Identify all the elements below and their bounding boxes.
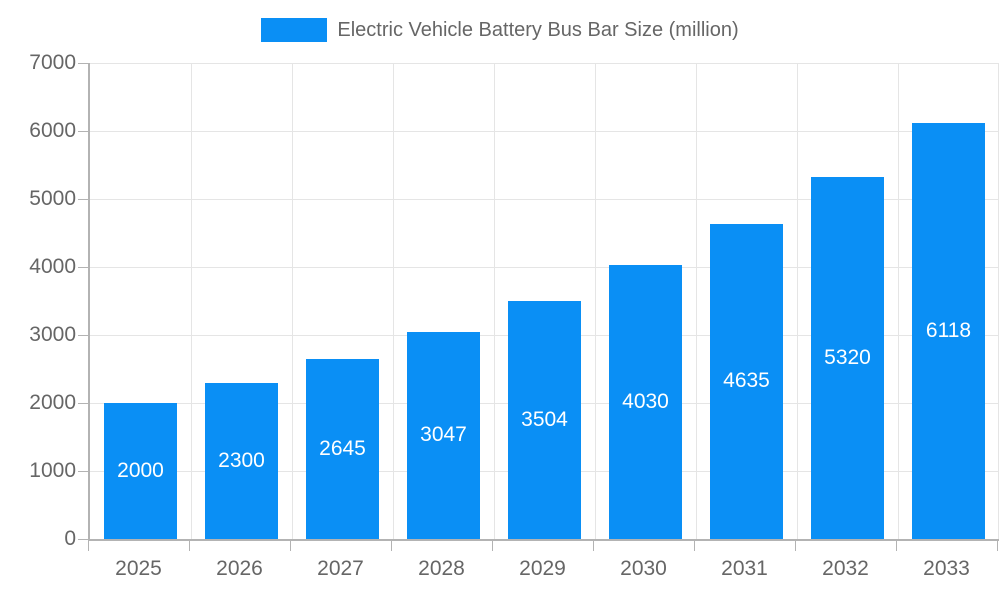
y-axis-tick <box>78 335 88 336</box>
bar-2028: 3047 <box>407 331 480 539</box>
y-axis-tick <box>78 199 88 200</box>
x-axis-tick-label: 2028 <box>418 557 465 580</box>
y-axis-tick-label: 4000 <box>29 255 76 278</box>
bar-value-label: 3047 <box>420 423 467 447</box>
x-axis-tick <box>795 541 796 551</box>
x-axis-tick-label: 2025 <box>115 557 162 580</box>
bar-2025: 2000 <box>104 403 177 539</box>
bar-value-label: 2300 <box>218 448 265 472</box>
bar-value-label: 4635 <box>723 369 770 393</box>
bar-2029: 3504 <box>508 300 581 539</box>
gridline-vertical <box>696 63 697 539</box>
y-axis-tick <box>78 131 88 132</box>
x-axis-tick <box>694 541 695 551</box>
x-axis-tick-label: 2031 <box>721 557 768 580</box>
x-axis-tick <box>88 541 89 551</box>
gridline-vertical <box>292 63 293 539</box>
y-axis-tick-label: 2000 <box>29 391 76 414</box>
y-axis-tick <box>78 403 88 404</box>
bar-2031: 4635 <box>710 223 783 539</box>
bar-value-label: 3504 <box>521 407 568 431</box>
y-axis-tick-label: 0 <box>64 527 76 550</box>
x-axis-tick <box>593 541 594 551</box>
gridline-vertical <box>494 63 495 539</box>
y-axis-tick-label: 3000 <box>29 323 76 346</box>
y-axis-tick <box>78 63 88 64</box>
gridline-vertical <box>898 63 899 539</box>
bar-2027: 2645 <box>306 359 379 539</box>
bar-value-label: 6118 <box>925 318 972 342</box>
gridline-horizontal <box>90 131 999 132</box>
chart-legend[interactable]: Electric Vehicle Battery Bus Bar Size (m… <box>0 18 1000 42</box>
y-axis-tick <box>78 539 88 540</box>
y-axis-tick <box>78 471 88 472</box>
gridline-vertical <box>797 63 798 539</box>
gridline-vertical <box>998 63 999 539</box>
gridline-vertical <box>595 63 596 539</box>
y-axis-tick-label: 6000 <box>29 119 76 142</box>
x-axis-tick-label: 2033 <box>923 557 970 580</box>
bar-value-label: 4030 <box>622 389 669 413</box>
bar-2032: 5320 <box>811 177 884 539</box>
legend-swatch <box>261 18 328 42</box>
y-axis-tick-label: 1000 <box>29 459 76 482</box>
bar-2026: 2300 <box>205 382 278 539</box>
legend-label: Electric Vehicle Battery Bus Bar Size (m… <box>337 18 739 41</box>
plot-area: 2000 2300 2645 3047 3504 4030 4635 5320 6118 <box>88 63 999 541</box>
gridline-horizontal <box>90 267 999 268</box>
bar-value-label: 2000 <box>117 459 164 482</box>
gridline-vertical <box>191 63 192 539</box>
x-axis-tick <box>189 541 190 551</box>
y-axis-tick-label: 5000 <box>29 187 76 210</box>
gridline-horizontal <box>90 63 999 64</box>
x-axis-tick-label: 2032 <box>822 557 869 580</box>
x-axis-tick-label: 2026 <box>216 557 263 580</box>
x-axis-tick <box>492 541 493 551</box>
y-axis-tick-label: 7000 <box>29 51 76 74</box>
y-axis-tick <box>78 267 88 268</box>
x-axis-tick-label: 2027 <box>317 557 364 580</box>
x-axis-tick <box>290 541 291 551</box>
gridline-horizontal <box>90 199 999 200</box>
x-axis-tick <box>896 541 897 551</box>
bar-2033: 6118 <box>912 122 985 539</box>
x-axis-tick-label: 2030 <box>620 557 667 580</box>
x-axis-tick <box>997 541 998 551</box>
bar-2030: 4030 <box>609 264 682 539</box>
bar-value-label: 2645 <box>319 437 366 461</box>
x-axis-tick <box>391 541 392 551</box>
gridline-vertical <box>393 63 394 539</box>
x-axis-tick-label: 2029 <box>519 557 566 580</box>
bar-value-label: 5320 <box>824 346 871 370</box>
